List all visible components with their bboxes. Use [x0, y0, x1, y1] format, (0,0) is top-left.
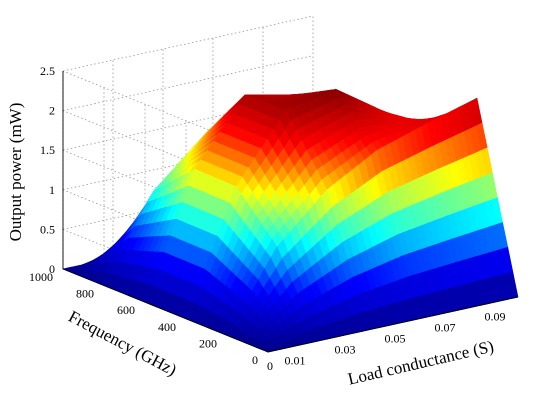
conductance-tick-label: 0.05: [385, 332, 406, 346]
z-tick-label: 0.5: [40, 222, 55, 236]
frequency-tick-label: 800: [76, 287, 94, 301]
z-tick-label: 2: [49, 104, 55, 118]
frequency-tick-label: 200: [199, 336, 217, 350]
z-tick-label: 1.5: [40, 143, 55, 157]
conductance-tick-label: 0.01: [285, 354, 306, 368]
axis-line: [62, 268, 269, 353]
back-wall-grid-line: [62, 55, 314, 111]
back-wall-grid-line: [62, 15, 314, 72]
conductance-tick-label: 0.03: [335, 343, 356, 357]
frequency-tick-label: 0: [252, 353, 258, 367]
conductance-tick-label: 0.09: [485, 310, 506, 324]
frequency-tick-label: 1000: [29, 270, 53, 284]
surface-layer: [62, 88, 519, 353]
frequency-axis-label: Frequency (GHz): [65, 307, 179, 380]
z-axis-label: Output power (mW): [6, 103, 25, 242]
frequency-tick-label: 600: [117, 303, 135, 317]
z-tick-label: 1: [49, 183, 55, 197]
conductance-tick-label: 0.07: [435, 321, 456, 335]
conductance-tick-label: 0: [267, 359, 273, 373]
z-tick-label: 0: [49, 262, 55, 276]
axis-line: [267, 296, 519, 353]
conductance-axis-label: Load conductance (S): [346, 337, 496, 389]
frequency-tick-label: 400: [158, 320, 176, 334]
z-tick-label: 2.5: [40, 64, 55, 78]
